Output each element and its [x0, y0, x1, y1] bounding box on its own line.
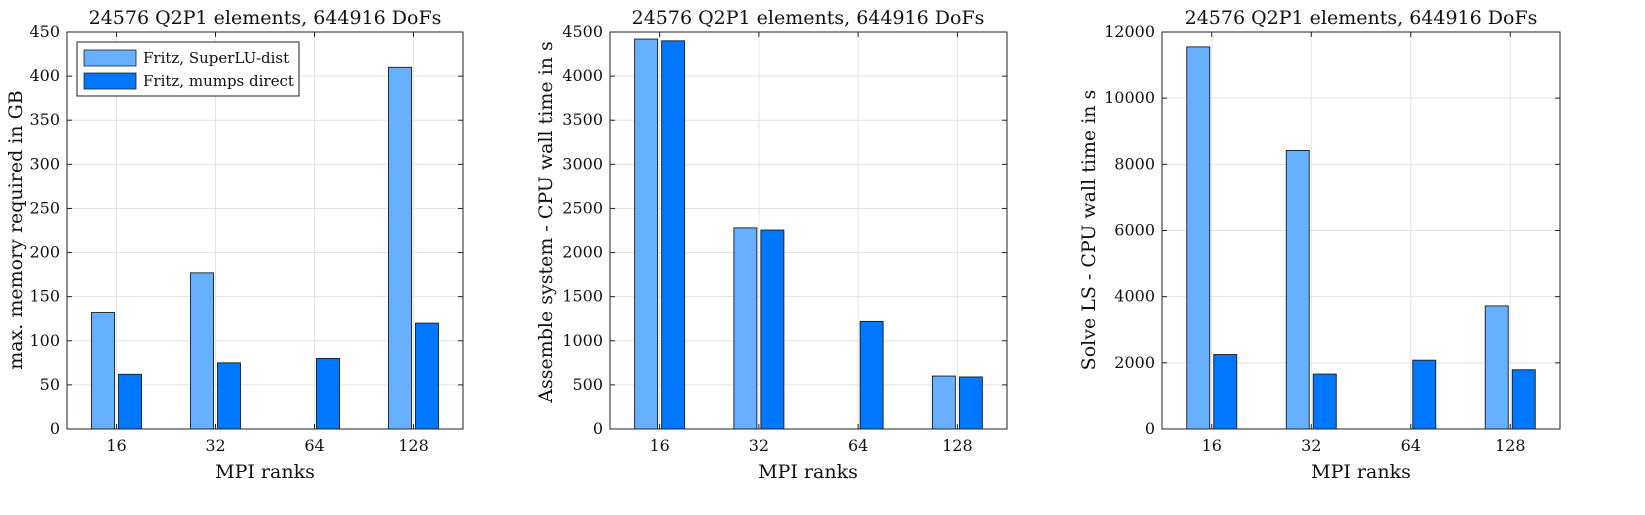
chart-title: 24576 Q2P1 elements, 644916 DoFs [89, 7, 442, 29]
bar-series1-16 [1186, 46, 1211, 430]
bars [634, 38, 983, 430]
ticks: 0 50 100 150 200 250 300 350 400 450 16 32 64 128 [29, 22, 463, 455]
bar-series1-128 [388, 66, 412, 430]
x-axis-label: MPI ranks [215, 461, 315, 483]
y-tick-label: 0 [1145, 419, 1155, 438]
grid [67, 32, 463, 429]
bar-series2-16 [118, 373, 142, 430]
x-axis-label: MPI ranks [1311, 461, 1411, 483]
bar-series2-16 [1213, 354, 1238, 430]
bar-series1-32 [733, 227, 758, 430]
y-tick-label: 2000 [1114, 353, 1155, 372]
y-tick-label: 50 [40, 375, 60, 394]
x-tick-label: 16 [649, 436, 669, 455]
y-tick-label: 6000 [1114, 221, 1155, 240]
y-tick-label: 250 [29, 198, 60, 217]
bar-series2-128 [1511, 369, 1536, 430]
bar-series1-32 [1285, 149, 1310, 430]
y-tick-label: 150 [29, 287, 60, 306]
legend-label-superlu: Fritz, SuperLU-dist [143, 49, 289, 67]
x-tick-label: 32 [205, 436, 225, 455]
y-tick-label: 200 [29, 243, 60, 262]
x-tick-label: 32 [749, 436, 769, 455]
bar-series2-32 [217, 362, 241, 430]
x-tick-label: 128 [942, 436, 973, 455]
y-tick-label: 100 [29, 331, 60, 350]
y-tick-label: 0 [593, 419, 603, 438]
y-axis-label: Assemble system - CPU wall time in s [535, 41, 557, 404]
bar-series1-32 [190, 272, 214, 430]
y-tick-label: 10000 [1104, 88, 1155, 107]
bar-series2-128 [958, 376, 983, 430]
y-tick-label: 8000 [1114, 154, 1155, 173]
y-tick-label: 12000 [1104, 22, 1155, 41]
x-tick-label: 64 [1401, 436, 1421, 455]
legend-swatch-mumps [83, 72, 137, 90]
y-tick-label: 4000 [562, 66, 603, 85]
bars [91, 66, 439, 430]
ticks: 0 2000 4000 6000 8000 10000 12000 16 32 64 128 [1104, 22, 1560, 455]
chart-memory: 0 50 100 150 200 250 300 350 400 450 16 32 64 128 245… [5, 7, 464, 483]
x-tick-label: 128 [398, 436, 429, 455]
plot-frame [609, 31, 1008, 430]
y-tick-label: 4500 [562, 22, 603, 41]
bar-series2-64 [859, 320, 884, 430]
ticks: 0 500 1000 1500 2000 2500 3000 3500 4000 4500 16 32… [562, 22, 1007, 455]
plot-frame [66, 31, 464, 430]
y-tick-label: 350 [29, 110, 60, 129]
bar-series2-128 [415, 322, 439, 430]
y-tick-label: 3000 [562, 154, 603, 173]
y-tick-label: 2000 [562, 243, 603, 262]
legend-swatch-superlu [83, 49, 137, 67]
x-tick-label: 128 [1495, 436, 1526, 455]
y-tick-label: 300 [29, 154, 60, 173]
legend: Fritz, SuperLU-dist Fritz, mumps direct [76, 41, 300, 97]
y-tick-label: 4000 [1114, 287, 1155, 306]
x-tick-label: 64 [848, 436, 868, 455]
bar-series2-32 [1312, 373, 1337, 430]
chart-solve: 0 2000 4000 6000 8000 10000 12000 16 32 64 128 245… [1078, 7, 1561, 483]
chart-title: 24576 Q2P1 elements, 644916 DoFs [632, 7, 985, 29]
bar-series2-32 [760, 229, 785, 430]
chart-title: 24576 Q2P1 elements, 644916 DoFs [1185, 7, 1538, 29]
x-tick-label: 64 [304, 436, 324, 455]
y-tick-label: 500 [572, 375, 603, 394]
chart-assemble: 0 500 1000 1500 2000 2500 3000 3500 4000 4500 16 32… [535, 7, 1008, 483]
y-tick-label: 450 [29, 22, 60, 41]
x-tick-label: 16 [106, 436, 126, 455]
y-axis-label: Solve LS - CPU wall time in s [1078, 90, 1100, 371]
x-axis-label: MPI ranks [758, 461, 858, 483]
grid [1162, 32, 1560, 429]
x-tick-label: 16 [1202, 436, 1222, 455]
legend-label-mumps: Fritz, mumps direct [143, 72, 294, 90]
bar-series1-128 [1484, 305, 1509, 430]
bar-series2-16 [661, 40, 686, 430]
bar-series2-64 [316, 357, 340, 430]
y-axis-label: max. memory required in GB [5, 90, 27, 370]
y-tick-label: 0 [50, 419, 60, 438]
bar-series1-128 [931, 375, 956, 430]
y-tick-label: 2500 [562, 198, 603, 217]
bars [1186, 46, 1536, 430]
x-tick-label: 32 [1301, 436, 1321, 455]
y-tick-label: 400 [29, 66, 60, 85]
y-tick-label: 1000 [562, 331, 603, 350]
grid [610, 32, 1007, 429]
y-tick-label: 3500 [562, 110, 603, 129]
bar-series1-16 [634, 38, 659, 430]
bar-series2-64 [1412, 359, 1437, 430]
bar-series1-16 [91, 312, 115, 430]
y-tick-label: 1500 [562, 287, 603, 306]
